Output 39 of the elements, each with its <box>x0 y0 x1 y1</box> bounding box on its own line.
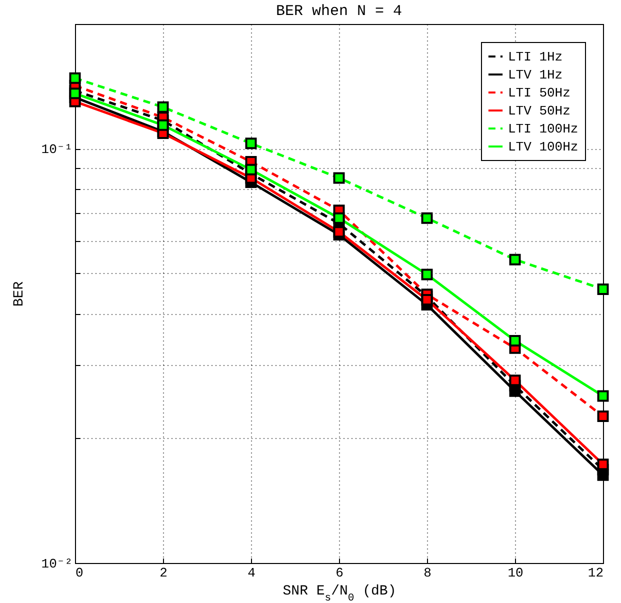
point <box>509 374 521 386</box>
y-tick-label: 10⁻² <box>41 556 72 572</box>
legend-label: LTV 1Hz <box>508 68 563 82</box>
legend-label: LTI 100Hz <box>508 122 578 136</box>
x-tick-label: 0 <box>76 566 84 580</box>
legend-label: LTI 50Hz <box>508 86 570 100</box>
point <box>597 283 609 295</box>
point <box>509 334 521 346</box>
point <box>421 268 433 280</box>
x-tick-label: 4 <box>248 566 256 580</box>
point <box>245 138 257 150</box>
point <box>333 172 345 184</box>
point <box>245 164 257 176</box>
point <box>597 458 609 470</box>
y-axis-title: BER <box>11 280 28 307</box>
point <box>597 410 609 422</box>
point <box>157 101 169 113</box>
x-tick-label: 2 <box>160 566 168 580</box>
point <box>69 88 81 100</box>
legend-label: LTV 100Hz <box>508 140 578 154</box>
point <box>597 390 609 402</box>
x-tick-label: 10 <box>508 566 524 580</box>
point <box>69 72 81 84</box>
chart-title: BER when N = 4 <box>276 3 402 20</box>
point <box>597 469 609 481</box>
legend-label: LTV 50Hz <box>508 104 570 118</box>
x-tick-label: 12 <box>588 566 604 580</box>
legend-label: LTI 1Hz <box>508 50 563 64</box>
point <box>333 226 345 238</box>
point <box>421 294 433 306</box>
x-axis-title: SNR E$_{s}$/N$_{0}$ (dB) <box>282 584 396 603</box>
point <box>509 385 521 397</box>
point <box>509 254 521 266</box>
x-tick-label: 8 <box>424 566 432 580</box>
point <box>421 212 433 224</box>
point <box>157 119 169 131</box>
y-tick-label: 10⁻¹ <box>41 142 72 158</box>
x-tick-label: 6 <box>336 566 344 580</box>
point <box>333 212 345 224</box>
